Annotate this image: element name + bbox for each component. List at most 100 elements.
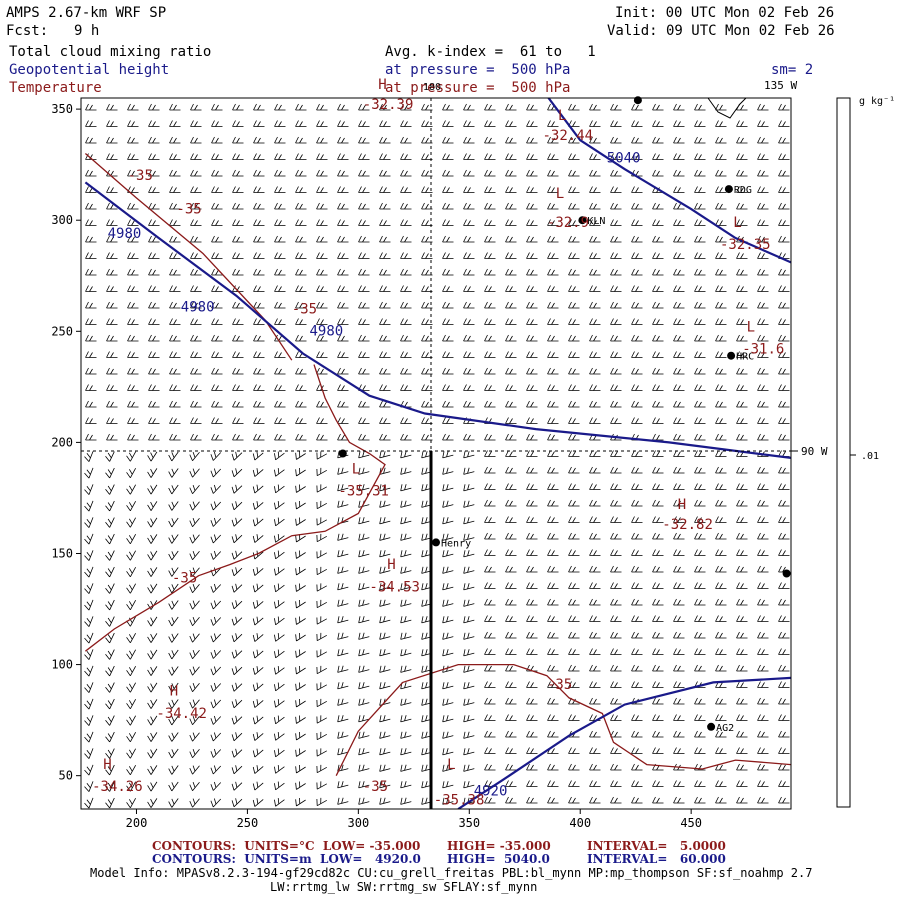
wind-barb [757,763,769,771]
wind-barb [358,698,370,706]
wind-barb [589,565,601,573]
wind-barb [526,796,538,804]
wind-barb [778,384,790,391]
wind-barb [526,400,538,408]
wind-barb [526,516,538,523]
wind-barb [736,549,748,556]
wind-barb [316,103,328,111]
wind-barb [316,467,327,477]
wind-barb [631,549,643,556]
wind-barb [127,153,139,160]
wind-barb [190,384,202,391]
wind-barb [442,367,454,375]
wind-barb [652,318,664,325]
wind-barb [757,433,769,441]
wind-barb [316,153,328,160]
wind-barb [505,631,517,639]
wind-barb [127,301,139,309]
wind-barb [505,796,517,804]
wind-barb [778,598,790,606]
wind-barb [778,120,790,127]
wind-barb [190,252,202,259]
wind-barb [211,202,223,210]
wind-barb [358,715,370,723]
wind-barb [547,631,559,639]
wind-barb [442,235,454,243]
wind-barb [694,351,706,358]
wind-barb [316,433,328,441]
wind-barb [778,186,790,193]
wind-barb [84,764,94,776]
wind-barb [211,136,223,144]
wind-barb [232,318,244,325]
wind-barb [316,533,327,543]
wind-barb [379,517,391,525]
wind-barb [778,549,790,556]
wind-barb [778,169,790,177]
wind-barb [568,252,580,259]
wind-barb [126,517,136,528]
wind-barb [694,169,706,177]
wind-barb [526,417,538,424]
wind-barb [253,433,265,441]
wind-barb [757,400,769,408]
wind-barb [715,549,727,556]
wind-barb [358,252,370,259]
wind-barb [379,153,391,160]
wind-barb [400,632,412,640]
wind-barb [463,202,475,210]
wind-barb [547,169,559,177]
wind-barb [127,384,139,391]
wind-barb [147,715,158,726]
height-contour-line [84,181,791,459]
wind-barb [694,268,706,276]
station-label: KLN [587,216,605,227]
wind-barb [757,235,769,243]
wind-barb [232,219,244,226]
wind-barb [694,103,706,111]
wind-barb [610,532,622,540]
wind-barb [736,598,748,606]
model-info: Model Info: MPASv8.2.3-194-gf29cd82c CU:… [90,866,813,880]
wind-barb [442,252,454,259]
wind-barb [631,318,643,325]
wind-barb [274,103,286,111]
wind-barb [358,451,370,459]
wind-barb [210,600,222,610]
wind-barb [631,219,643,226]
wind-barb [274,384,286,391]
wind-barb [189,468,200,478]
wind-barb [652,730,664,738]
wind-barb [337,632,349,640]
wind-barb [610,103,622,111]
wind-barb [526,466,538,474]
wind-barb [189,501,200,511]
wind-barb [274,351,286,358]
wind-barb [127,268,139,276]
wind-barb [673,714,685,721]
wind-barb [106,252,118,259]
wind-barb [610,714,622,721]
wind-barb [589,648,601,655]
wind-barb [589,549,601,556]
wind-barb [589,598,601,606]
wind-barb [190,334,202,342]
wind-barb [715,153,727,160]
wind-barb [757,664,769,672]
wind-barb [463,136,475,144]
wind-barb [84,467,94,479]
wind-barb [778,582,790,589]
wind-barb [505,598,517,606]
wind-barb [316,731,327,741]
contour-label: H [378,77,386,93]
wind-barb [274,501,285,510]
wind-barb [736,400,748,408]
wind-barb [652,499,664,507]
wind-barb [400,351,412,358]
wind-barb [526,285,538,292]
wind-barb [231,517,243,527]
wind-barb [547,235,559,243]
wind-barb [673,268,685,276]
wind-barb [400,120,412,127]
contour-label: -35 [128,168,153,184]
